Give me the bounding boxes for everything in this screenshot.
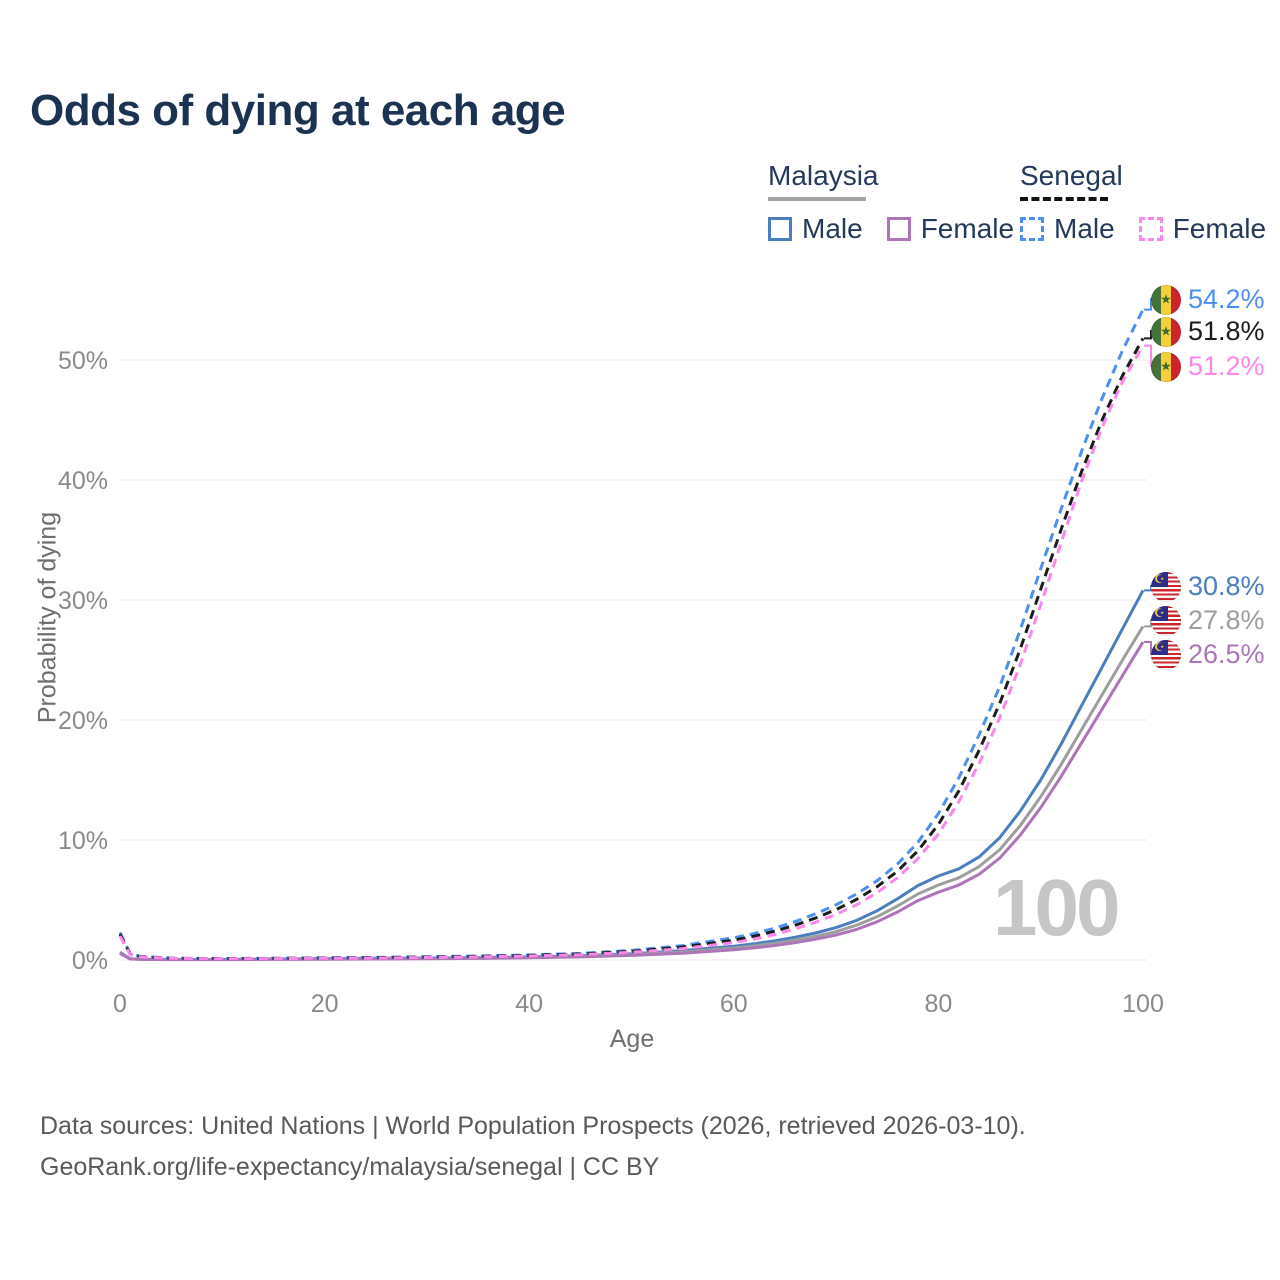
footer: Data sources: United Nations | World Pop…: [40, 1106, 1026, 1188]
end-label-connector: [1144, 641, 1152, 655]
y-tick-label: 0%: [72, 947, 108, 975]
x-axis-title: Age: [609, 1025, 655, 1053]
y-tick-label: 10%: [58, 827, 108, 855]
end-label-connector: [1144, 344, 1152, 367]
footer-attribution: GeoRank.org/life-expectancy/malaysia/sen…: [40, 1153, 660, 1181]
y-tick-label: 30%: [58, 587, 108, 615]
footer-data-sources: Data sources: United Nations | World Pop…: [40, 1112, 1026, 1140]
hover-age-watermark: 100: [993, 863, 1120, 952]
x-tick-label: 60: [720, 990, 748, 1018]
x-tick-label: 0: [113, 990, 127, 1018]
legend-swatch-senegal-female[interactable]: [1138, 217, 1163, 241]
x-tick-label: 20: [311, 990, 339, 1018]
x-tick-label: 100: [1122, 990, 1164, 1018]
legend-swatch-malaysia-male[interactable]: [768, 217, 792, 241]
legend: Malaysia Male Female Senegal Male Female: [0, 160, 1280, 250]
legend-swatch-malaysia-female[interactable]: [886, 217, 911, 241]
end-label-connector: [1144, 330, 1152, 340]
end-label-connector: [1144, 298, 1152, 311]
legend-item-malaysia-female[interactable]: Female: [920, 213, 1015, 244]
legend-item-malaysia-male[interactable]: Male: [802, 213, 863, 244]
x-tick-label: 40: [515, 990, 543, 1018]
legend-group-senegal: Senegal Male Female: [1020, 160, 1280, 245]
legend-group-label[interactable]: Senegal: [1020, 160, 1123, 191]
legend-line-sample-dashed: [1020, 197, 1108, 201]
plot-area[interactable]: [120, 290, 1143, 960]
end-label-connector: [1144, 619, 1152, 628]
y-tick-label: 50%: [58, 347, 108, 375]
page-title: Odds of dying at each age: [30, 86, 566, 135]
legend-swatch-senegal-male[interactable]: [1020, 217, 1044, 241]
y-tick-label: 40%: [58, 467, 108, 495]
y-axis-title: Probability of dying: [33, 511, 62, 724]
legend-item-senegal-female[interactable]: Female: [1172, 213, 1267, 244]
x-tick-label: 80: [924, 990, 952, 1018]
legend-group-label[interactable]: Malaysia: [768, 160, 879, 191]
end-label-connector: [1144, 585, 1152, 592]
y-tick-label: 20%: [58, 707, 108, 735]
series-line-senegal-female: [118, 344, 1145, 961]
legend-group-malaysia: Malaysia Male Female: [768, 160, 1028, 245]
legend-line-sample-solid: [768, 197, 866, 201]
legend-item-senegal-male[interactable]: Male: [1054, 213, 1115, 244]
